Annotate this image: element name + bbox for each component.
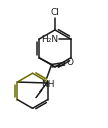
Text: NH: NH: [41, 80, 54, 89]
Text: Cl: Cl: [51, 8, 59, 17]
Text: H₂N: H₂N: [41, 35, 58, 44]
Text: O: O: [66, 58, 73, 67]
